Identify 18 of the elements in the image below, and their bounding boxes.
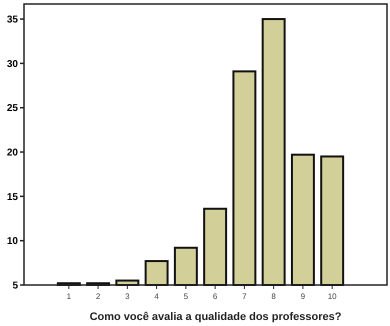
- x-tick-label: 8: [271, 292, 276, 301]
- x-tick-label: 3: [125, 292, 130, 301]
- x-tick-label: 1: [66, 292, 72, 301]
- x-tick-label: 7: [242, 292, 248, 301]
- x-axis-title: Como você avalia a qualidade dos professores?: [90, 311, 342, 323]
- y-tick-label: 25: [6, 103, 18, 114]
- x-tick-label: 9: [300, 292, 306, 301]
- x-tick-label: 4: [154, 292, 160, 301]
- y-tick-label: 20: [6, 148, 18, 159]
- y-tick-label: 35: [6, 14, 18, 26]
- x-tick-label: 2: [96, 292, 101, 301]
- y-tick-label: 5: [12, 280, 18, 292]
- x-tick-label: 10: [328, 292, 338, 301]
- x-tick-label: 6: [212, 292, 218, 301]
- y-tick-label: 30: [6, 58, 18, 70]
- x-tick-label: 5: [184, 292, 189, 301]
- y-tick-label: 15: [6, 192, 18, 203]
- y-tick-label: 10: [6, 236, 18, 248]
